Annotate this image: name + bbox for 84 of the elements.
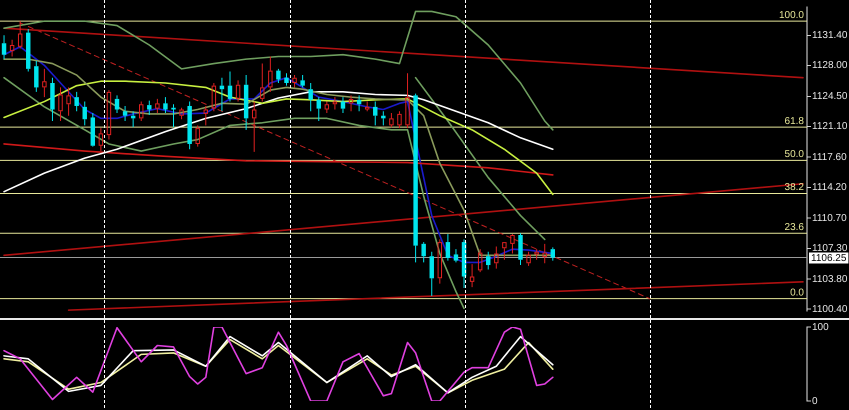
- candlestick: [139, 101, 144, 122]
- candlestick: [74, 91, 79, 112]
- candlestick: [50, 77, 55, 122]
- candlestick: [526, 251, 531, 266]
- y-tick-label: 1117.60: [812, 152, 848, 163]
- candlestick: [10, 39, 14, 57]
- y-tick-label: 1124.50: [812, 91, 848, 102]
- candlestick: [454, 248, 458, 263]
- candlestick: [292, 74, 297, 88]
- candlestick: [478, 248, 482, 273]
- y-tick-label: 1121.10: [812, 121, 848, 132]
- annotation: 100.0: [778, 10, 804, 21]
- candlestick: [438, 238, 442, 284]
- candlestick: [212, 82, 216, 112]
- candlestick: [252, 101, 256, 152]
- candlestick: [2, 34, 6, 60]
- candlestick: [356, 94, 362, 112]
- y-tick-label: 1103.80: [812, 274, 848, 285]
- candlestick: [332, 96, 338, 110]
- candlestick: [82, 101, 87, 126]
- candlestick: [122, 105, 128, 122]
- candlestick: [502, 242, 507, 260]
- annotation: 38.2: [784, 182, 804, 194]
- candlestick: [348, 94, 354, 112]
- annotation: 61.8: [784, 116, 804, 127]
- candlestick: [106, 90, 112, 140]
- candlestick: [163, 96, 168, 114]
- candlestick: [284, 72, 289, 86]
- candlestick: [171, 104, 176, 128]
- candlestick: [204, 105, 208, 126]
- y-tick-label: 1100.40: [812, 304, 848, 315]
- candlestick: [18, 20, 22, 50]
- candlestick: [397, 110, 402, 129]
- candlestick: [90, 112, 96, 148]
- candlestick: [316, 96, 321, 122]
- candlestick: [421, 242, 426, 263]
- candlestick: [430, 251, 434, 296]
- candlestick: [58, 86, 63, 122]
- candlestick: [510, 234, 515, 254]
- y-tick-label: 1114.20: [812, 182, 848, 194]
- ref-line-label: 1106.25: [811, 252, 847, 264]
- candlestick: [534, 248, 539, 260]
- candlestick: [276, 68, 281, 84]
- candlestick: [300, 74, 305, 88]
- candlestick: [381, 110, 386, 126]
- candlestick: [389, 112, 394, 128]
- candlestick: [66, 86, 71, 116]
- candlestick: [494, 246, 499, 270]
- y-tick-label: 100: [812, 322, 830, 333]
- candlestick: [413, 93, 418, 263]
- candlestick: [42, 68, 47, 98]
- candlestick: [179, 107, 184, 120]
- candlestick: [220, 77, 224, 112]
- candlestick: [130, 110, 136, 128]
- candlestick: [542, 243, 547, 264]
- y-tick-label: 1128.00: [812, 60, 848, 72]
- candlestick: [187, 101, 192, 150]
- candlestick: [236, 80, 240, 102]
- candlestick: [405, 72, 410, 129]
- candlestick: [486, 251, 490, 270]
- candlestick: [260, 63, 264, 102]
- y-tick-label: 1107.30: [812, 243, 848, 254]
- y-tick-label: 0: [812, 396, 818, 407]
- candlestick: [550, 246, 556, 262]
- candlestick: [98, 128, 104, 152]
- candlestick: [446, 234, 450, 262]
- candlestick: [26, 28, 30, 72]
- candlestick: [470, 264, 474, 288]
- candlestick: [268, 56, 273, 92]
- annotation: 0.0: [790, 287, 804, 298]
- candlestick: [373, 101, 378, 126]
- candlestick: [364, 101, 370, 112]
- annotation: 23.6: [784, 222, 804, 233]
- candlestick: [155, 98, 160, 114]
- y-tick-label: 1131.40: [812, 30, 848, 42]
- annotation: 50.0: [784, 149, 804, 160]
- candlestick: [228, 71, 232, 102]
- candlestick: [34, 60, 39, 92]
- y-tick-label: 1110.70: [812, 212, 848, 224]
- candlestick: [308, 82, 313, 112]
- candlestick: [147, 100, 152, 116]
- candlestick: [244, 74, 248, 130]
- candlestick: [195, 124, 200, 148]
- candlestick: [324, 101, 330, 114]
